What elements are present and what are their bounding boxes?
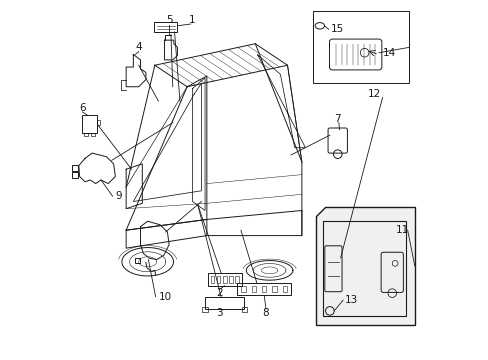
Text: 6: 6: [79, 103, 85, 113]
Text: 11: 11: [395, 225, 408, 235]
Text: 2: 2: [216, 288, 222, 298]
Text: 5: 5: [165, 15, 172, 26]
Text: 12: 12: [367, 89, 380, 99]
Text: 14: 14: [382, 48, 395, 58]
Text: 7: 7: [334, 114, 340, 124]
Polygon shape: [316, 207, 414, 325]
Text: 3: 3: [216, 308, 222, 318]
Text: 1: 1: [189, 15, 195, 26]
Text: 10: 10: [158, 292, 171, 302]
Text: 9: 9: [115, 191, 122, 201]
Text: 8: 8: [262, 308, 269, 318]
Text: 4: 4: [135, 42, 142, 52]
Text: 15: 15: [330, 24, 343, 35]
Text: 13: 13: [344, 295, 357, 305]
